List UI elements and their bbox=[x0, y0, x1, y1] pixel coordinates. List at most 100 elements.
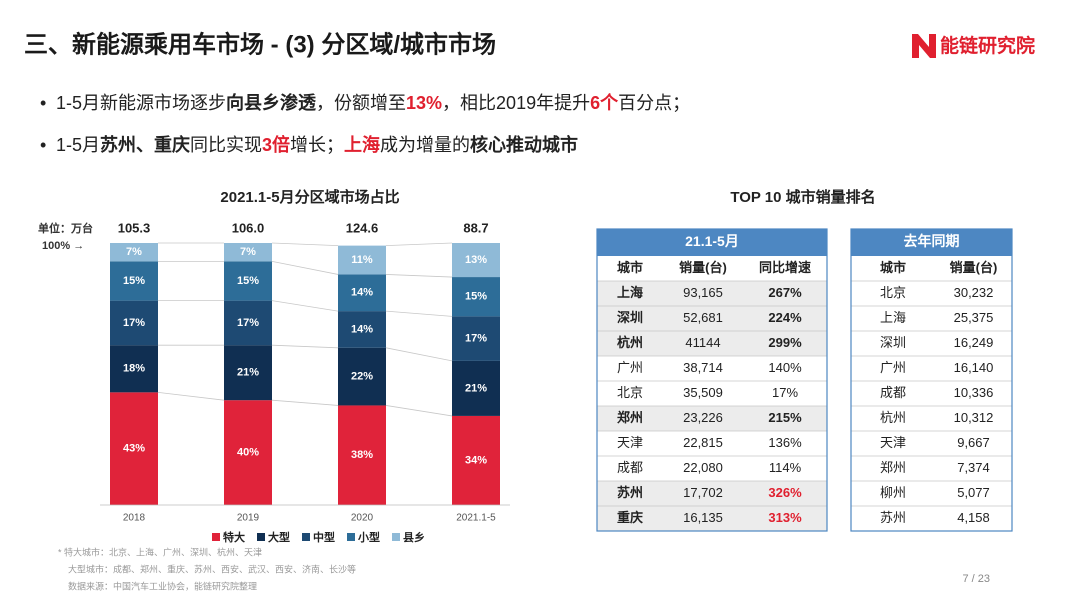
bullet-segment: 同比实现 bbox=[190, 135, 262, 155]
table-cell: 16,140 bbox=[954, 360, 994, 375]
bullet-segment: 1-5月 bbox=[56, 135, 100, 155]
table-cell: 成都 bbox=[880, 385, 906, 400]
column-header: 销量(台) bbox=[679, 260, 727, 275]
table-cell: 215% bbox=[768, 410, 802, 425]
bar-segment bbox=[110, 300, 158, 346]
connector-line bbox=[271, 260, 339, 275]
logo-text: 能链研究院 bbox=[940, 34, 1035, 57]
table-cell: 苏州 bbox=[880, 510, 906, 525]
x-tick-label: 2021.1-5 bbox=[456, 513, 496, 524]
bar-segment bbox=[224, 345, 272, 401]
data-label: 34% bbox=[465, 454, 487, 466]
row-highlight bbox=[597, 331, 827, 356]
legend-label: 中型 bbox=[313, 530, 335, 544]
bullet-segment: 13% bbox=[406, 93, 442, 113]
connector-line bbox=[271, 242, 339, 247]
table-cell: 38,714 bbox=[683, 360, 723, 375]
slide-title: 三、新能源乘用车市场 - (3) 分区域/城市市场 bbox=[24, 30, 496, 58]
table-cell: 299% bbox=[768, 335, 802, 350]
bar-segment bbox=[338, 311, 386, 348]
data-label: 13% bbox=[465, 254, 487, 266]
table-cell: 重庆 bbox=[617, 510, 643, 525]
table-cell: 广州 bbox=[617, 360, 643, 375]
legend-swatch bbox=[392, 533, 400, 541]
table-cell: 郑州 bbox=[617, 410, 643, 425]
bar-segment bbox=[338, 347, 386, 406]
table-cell: 杭州 bbox=[617, 335, 643, 350]
data-label: 18% bbox=[123, 363, 145, 375]
data-label: 11% bbox=[351, 254, 373, 266]
page-number: 7 / 23 bbox=[962, 573, 990, 585]
bullet-dot: • bbox=[40, 93, 46, 113]
row-highlight bbox=[597, 406, 827, 431]
table-cell: 16,135 bbox=[683, 510, 723, 525]
connector-line bbox=[271, 344, 339, 349]
table-cell: 267% bbox=[768, 285, 802, 300]
table-cell: 天津 bbox=[880, 435, 906, 450]
chart-title: 2021.1-5月分区域市场占比 bbox=[220, 188, 399, 206]
data-label: 15% bbox=[237, 275, 259, 287]
table-cell: 7,374 bbox=[957, 460, 990, 475]
bullet-segment: 增长； bbox=[290, 135, 344, 155]
table-cell: 天津 bbox=[617, 435, 643, 450]
data-label: 43% bbox=[123, 443, 145, 455]
table-header bbox=[851, 229, 1012, 256]
footnote: * 特大城市：北京、上海、广州、深圳、杭州、天津 bbox=[58, 546, 262, 557]
legend-label: 特大 bbox=[223, 530, 245, 544]
table-cell: 上海 bbox=[617, 285, 643, 300]
bar-segment bbox=[338, 274, 386, 312]
bar-segment bbox=[110, 243, 158, 262]
data-label: 38% bbox=[351, 449, 373, 461]
table-cell: 326% bbox=[768, 485, 802, 500]
data-label: 15% bbox=[123, 275, 145, 287]
bar-segment bbox=[224, 261, 272, 301]
bullet-segment: 3倍 bbox=[262, 134, 290, 155]
row-highlight bbox=[597, 481, 827, 506]
table-cell: 93,165 bbox=[683, 285, 723, 300]
row-highlight bbox=[597, 506, 827, 531]
bullet-segment: 6个 bbox=[590, 92, 619, 113]
bar-segment bbox=[338, 405, 386, 505]
table-cell: 35,509 bbox=[683, 385, 723, 400]
table-cell: 10,336 bbox=[954, 385, 994, 400]
connector-line bbox=[271, 300, 339, 312]
data-label: 14% bbox=[351, 323, 373, 335]
table-border bbox=[596, 228, 828, 532]
table-cell: 4,158 bbox=[957, 510, 990, 525]
data-label: 17% bbox=[237, 317, 259, 329]
table-header bbox=[597, 229, 827, 256]
bar-segment bbox=[338, 245, 386, 275]
bullet-segment: 苏州、重庆 bbox=[100, 134, 190, 155]
bar-segment bbox=[110, 392, 158, 505]
bar-segment bbox=[452, 415, 500, 505]
connector-line bbox=[385, 405, 453, 417]
logo-icon bbox=[912, 34, 936, 58]
row-highlight bbox=[597, 306, 827, 331]
data-label: 22% bbox=[351, 371, 373, 383]
bar-segment bbox=[224, 243, 272, 262]
table-cell: 9,667 bbox=[957, 435, 990, 450]
column-header: 城市 bbox=[880, 260, 906, 275]
legend-label: 小型 bbox=[357, 530, 380, 544]
table-cell: 16,249 bbox=[954, 335, 994, 350]
bar-segment bbox=[224, 400, 272, 505]
legend-swatch bbox=[347, 533, 355, 541]
reference-label: 100% → bbox=[42, 240, 84, 252]
column-header: 城市 bbox=[617, 260, 643, 275]
table-cell: 41144 bbox=[685, 335, 720, 350]
table-group-title: 21.1-5月 bbox=[685, 233, 739, 249]
table-cell: 柳州 bbox=[880, 485, 906, 500]
table-cell: 140% bbox=[768, 360, 802, 375]
bar-total: 88.7 bbox=[463, 220, 488, 235]
connector-line bbox=[385, 274, 453, 278]
bullet-segment: 1-5月新能源市场逐步 bbox=[56, 93, 226, 113]
table-cell: 22,815 bbox=[683, 435, 723, 450]
bar-total: 105.3 bbox=[118, 220, 151, 235]
table-group-title: 去年同期 bbox=[904, 233, 960, 249]
table-cell: 23,226 bbox=[683, 410, 723, 425]
table-cell: 136% bbox=[768, 435, 802, 450]
table-cell: 北京 bbox=[880, 285, 906, 300]
bullet-segment: 上海 bbox=[344, 134, 380, 155]
x-tick-label: 2018 bbox=[123, 513, 146, 524]
bar-segment bbox=[110, 345, 158, 393]
